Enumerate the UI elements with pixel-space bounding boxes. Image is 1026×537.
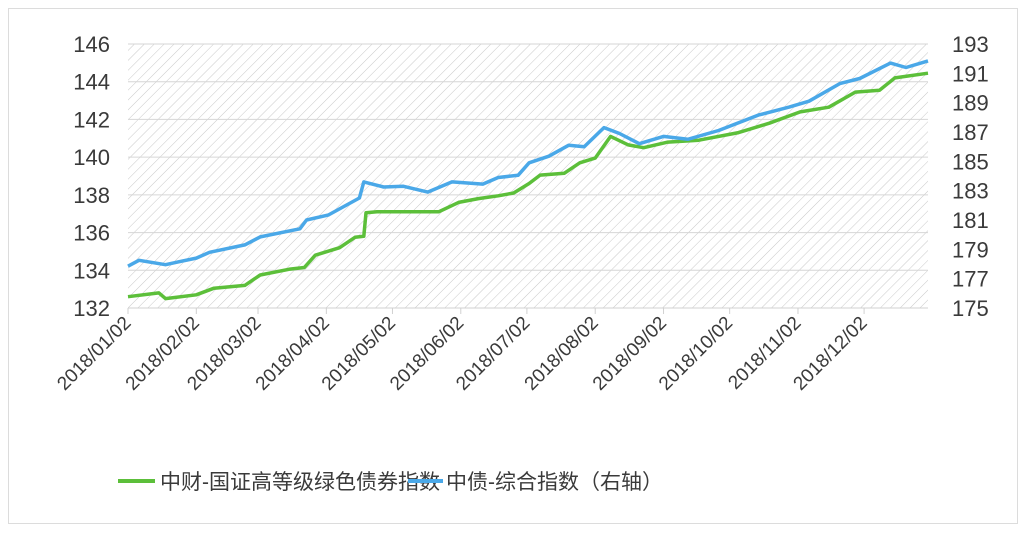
y2-tick-label: 179: [952, 237, 989, 262]
y2-tick-label: 177: [952, 267, 989, 292]
legend: 中财-国证高等级绿色债券指数 中债-综合指数（右轴）: [118, 471, 663, 494]
y-tick-label: 138: [73, 183, 110, 208]
series-lines: [127, 59, 929, 301]
y2-tick-label: 175: [952, 296, 989, 321]
y-tick-label: 132: [73, 296, 110, 321]
series-line-green-bond-index: [127, 71, 929, 301]
y2-tick-label: 189: [952, 91, 989, 116]
y2-tick-label: 185: [952, 149, 989, 174]
y-tick-label: 140: [73, 145, 110, 170]
legend-label-green-bond-index: 中财-国证高等级绿色债券指数: [160, 471, 440, 494]
series-line-composite-index: [127, 59, 929, 268]
y2-tick-label: 193: [952, 32, 989, 57]
y2-tick-label: 183: [952, 179, 989, 204]
y2-tick-label: 181: [952, 208, 989, 233]
y-tick-label: 144: [73, 70, 110, 95]
y2-tick-label: 191: [952, 61, 989, 86]
y-tick-label: 142: [73, 107, 110, 132]
y-axis-left: 132 134 136 138 140 142 144 146: [73, 32, 110, 321]
y-tick-label: 146: [73, 32, 110, 57]
y-axis-right: 175 177 179 181 183 185 187 189 191 193: [952, 32, 989, 321]
legend-label-composite-index: 中债-综合指数（右轴）: [446, 471, 663, 494]
y-tick-label: 134: [73, 258, 110, 283]
y2-tick-label: 187: [952, 120, 989, 145]
plot-area: [128, 44, 928, 308]
y-tick-label: 136: [73, 221, 110, 246]
